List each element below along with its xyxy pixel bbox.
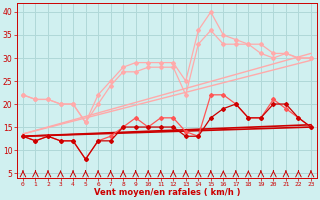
X-axis label: Vent moyen/en rafales ( km/h ): Vent moyen/en rafales ( km/h )	[94, 188, 240, 197]
